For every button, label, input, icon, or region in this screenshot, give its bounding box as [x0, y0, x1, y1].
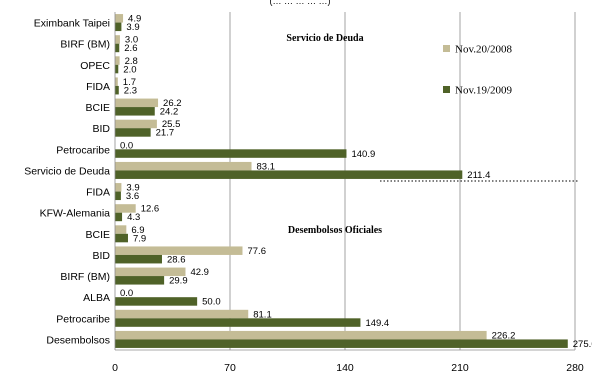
value-label-birf-bm-1-series-2: 2.6 — [124, 43, 137, 54]
value-label-fida-8-series-1: 3.9 — [126, 183, 139, 194]
value-label-fida-8-series-2: 3.6 — [126, 191, 139, 202]
category-label-alba-13: ALBA — [83, 292, 110, 304]
value-label-birf-bm-1-series-1: 3.0 — [125, 35, 138, 46]
bar-bcie-10-series-2 — [115, 233, 128, 243]
category-label-opec-2: OPEC — [80, 60, 110, 72]
section-layer: Servicio de Deuda Desembolsos Oficiales — [286, 33, 578, 236]
x-tick-label-140: 140 — [336, 362, 354, 374]
category-label-kfw-alemania-9: KFW-Alemania — [40, 208, 111, 220]
category-label-birf-bm-1: BIRF (BM) — [60, 39, 110, 51]
value-label-fida-3-series-1: 1.7 — [123, 77, 136, 88]
value-label-kfw-alemania-9-series-1: 12.6 — [141, 204, 160, 215]
section-label-servicio-de-deuda: Servicio de Deuda — [286, 33, 363, 44]
bar-kfw-alemania-9-series-1 — [115, 204, 136, 213]
category-label-bcie-4: BCIE — [85, 102, 110, 114]
bar-bid-11-series-1 — [115, 246, 243, 255]
category-label-birf-bm-12: BIRF (BM) — [60, 271, 110, 283]
bar-fida-8-series-2 — [115, 191, 121, 201]
bar-desembolsos-15-series-1 — [115, 330, 487, 340]
bar-birf-bm-1-series-2 — [115, 43, 120, 53]
value-label-bid-11-series-2: 28.6 — [167, 254, 186, 265]
value-label-bcie-4-series-1: 26.2 — [163, 98, 182, 109]
bar-bid-5-series-1 — [115, 119, 157, 129]
value-label-servicio-de-deuda-7-series-1: 83.1 — [257, 161, 276, 172]
category-label-fida-3: FIDA — [86, 81, 110, 93]
value-label-petrocaribe-6-series-1: 0.0 — [120, 140, 133, 151]
value-label-eximbank-taipei-0-series-1: 4.9 — [128, 14, 141, 25]
category-label-bcie-10: BCIE — [85, 229, 110, 241]
bar-birf-bm-12-series-1 — [115, 267, 186, 277]
bar-bcie-10-series-1 — [115, 225, 127, 234]
bar-opec-2-series-1 — [115, 56, 120, 65]
category-label-fida-8: FIDA — [86, 187, 110, 199]
value-label-petrocaribe-6-series-2: 140.9 — [351, 149, 375, 160]
value-label-alba-13-series-2: 50.0 — [202, 297, 221, 308]
value-label-kfw-alemania-9-series-2: 4.3 — [127, 212, 140, 223]
bars-layer — [115, 14, 568, 348]
bar-petrocaribe-14-series-2 — [115, 318, 361, 327]
value-label-servicio-de-deuda-7-series-2: 211.4 — [467, 170, 490, 181]
section-label-desembolsos-oficiales: Desembolsos Oficiales — [288, 225, 382, 236]
value-label-fida-3-series-2: 2.3 — [124, 85, 137, 96]
category-label-desembolsos-15: Desembolsos — [46, 334, 110, 346]
bar-bid-11-series-2 — [115, 254, 162, 264]
category-label-petrocaribe-6: Petrocaribe — [56, 144, 110, 156]
legend-layer: Nov.20/2008 Nov.19/2009 — [443, 44, 513, 97]
value-label-birf-bm-12-series-2: 29.9 — [169, 276, 188, 287]
value-label-desembolsos-15-series-2: 275.6 — [573, 339, 592, 350]
category-label-bid-11: BID — [92, 250, 110, 262]
bar-servicio-de-deuda-7-series-2 — [115, 170, 463, 179]
value-label-bid-5-series-1: 25.5 — [162, 119, 181, 130]
x-tick-label-70: 70 — [224, 362, 236, 374]
category-label-petrocaribe-14: Petrocaribe — [56, 313, 110, 325]
bar-fida-3-series-1 — [115, 77, 118, 86]
legend-label-series-2: Nov.19/2009 — [455, 85, 513, 97]
value-label-alba-13-series-1: 0.0 — [120, 288, 133, 299]
value-label-bid-5-series-2: 21.7 — [156, 128, 175, 139]
bar-eximbank-taipei-0-series-2 — [115, 22, 122, 32]
bar-bcie-4-series-1 — [115, 98, 159, 108]
grid-layer — [229, 12, 576, 350]
bar-kfw-alemania-9-series-2 — [115, 212, 123, 222]
category-label-bid-5: BID — [92, 123, 110, 135]
value-label-bid-11-series-1: 77.6 — [247, 246, 266, 257]
x-tick-label-0: 0 — [112, 362, 118, 374]
bar-alba-13-series-2 — [115, 297, 198, 306]
x-tick-label-280: 280 — [566, 362, 584, 374]
value-label-petrocaribe-14-series-2: 149.4 — [365, 318, 389, 329]
x-tick-label-210: 210 — [451, 362, 469, 374]
bar-birf-bm-1-series-1 — [115, 35, 120, 44]
category-label-eximbank-taipei-0: Eximbank Taipei — [34, 18, 110, 30]
chart-header-fragment: (… … … … …) — [270, 0, 331, 6]
value-label-birf-bm-12-series-1: 42.9 — [190, 267, 209, 278]
bar-servicio-de-deuda-7-series-1 — [115, 161, 252, 171]
bar-petrocaribe-6-series-2 — [115, 149, 347, 158]
bar-petrocaribe-14-series-1 — [115, 309, 249, 319]
value-label-opec-2-series-1: 2.8 — [125, 56, 138, 67]
bar-bid-5-series-2 — [115, 128, 151, 137]
bar-opec-2-series-2 — [115, 64, 119, 74]
value-label-petrocaribe-14-series-1: 81.1 — [253, 309, 272, 320]
bar-bcie-4-series-2 — [115, 107, 155, 116]
legend-swatch-series-1 — [443, 45, 450, 52]
value-label-eximbank-taipei-0-series-2: 3.9 — [126, 22, 139, 33]
legend-label-series-1: Nov.20/2008 — [455, 44, 513, 56]
value-label-opec-2-series-2: 2.0 — [123, 64, 136, 75]
legend-swatch-series-2 — [443, 86, 450, 93]
bar-fida-8-series-1 — [115, 183, 122, 192]
bar-eximbank-taipei-0-series-1 — [115, 14, 124, 23]
category-label-servicio-de-deuda-7: Servicio de Deuda — [24, 165, 110, 177]
value-label-bcie-10-series-1: 6.9 — [131, 225, 144, 236]
axis-layer: 0 70 140 210 280 — [112, 12, 584, 374]
value-label-bcie-4-series-2: 24.2 — [160, 107, 179, 118]
value-label-bcie-10-series-2: 7.9 — [133, 233, 146, 244]
value-label-desembolsos-15-series-1: 226.2 — [492, 330, 516, 341]
bar-birf-bm-12-series-2 — [115, 276, 165, 285]
bar-desembolsos-15-series-2 — [115, 339, 568, 348]
bar-fida-3-series-2 — [115, 85, 119, 95]
